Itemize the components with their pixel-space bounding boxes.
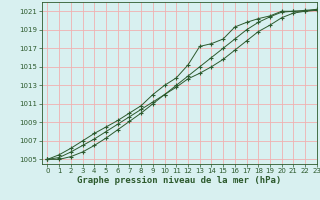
X-axis label: Graphe pression niveau de la mer (hPa): Graphe pression niveau de la mer (hPa) xyxy=(77,176,281,185)
